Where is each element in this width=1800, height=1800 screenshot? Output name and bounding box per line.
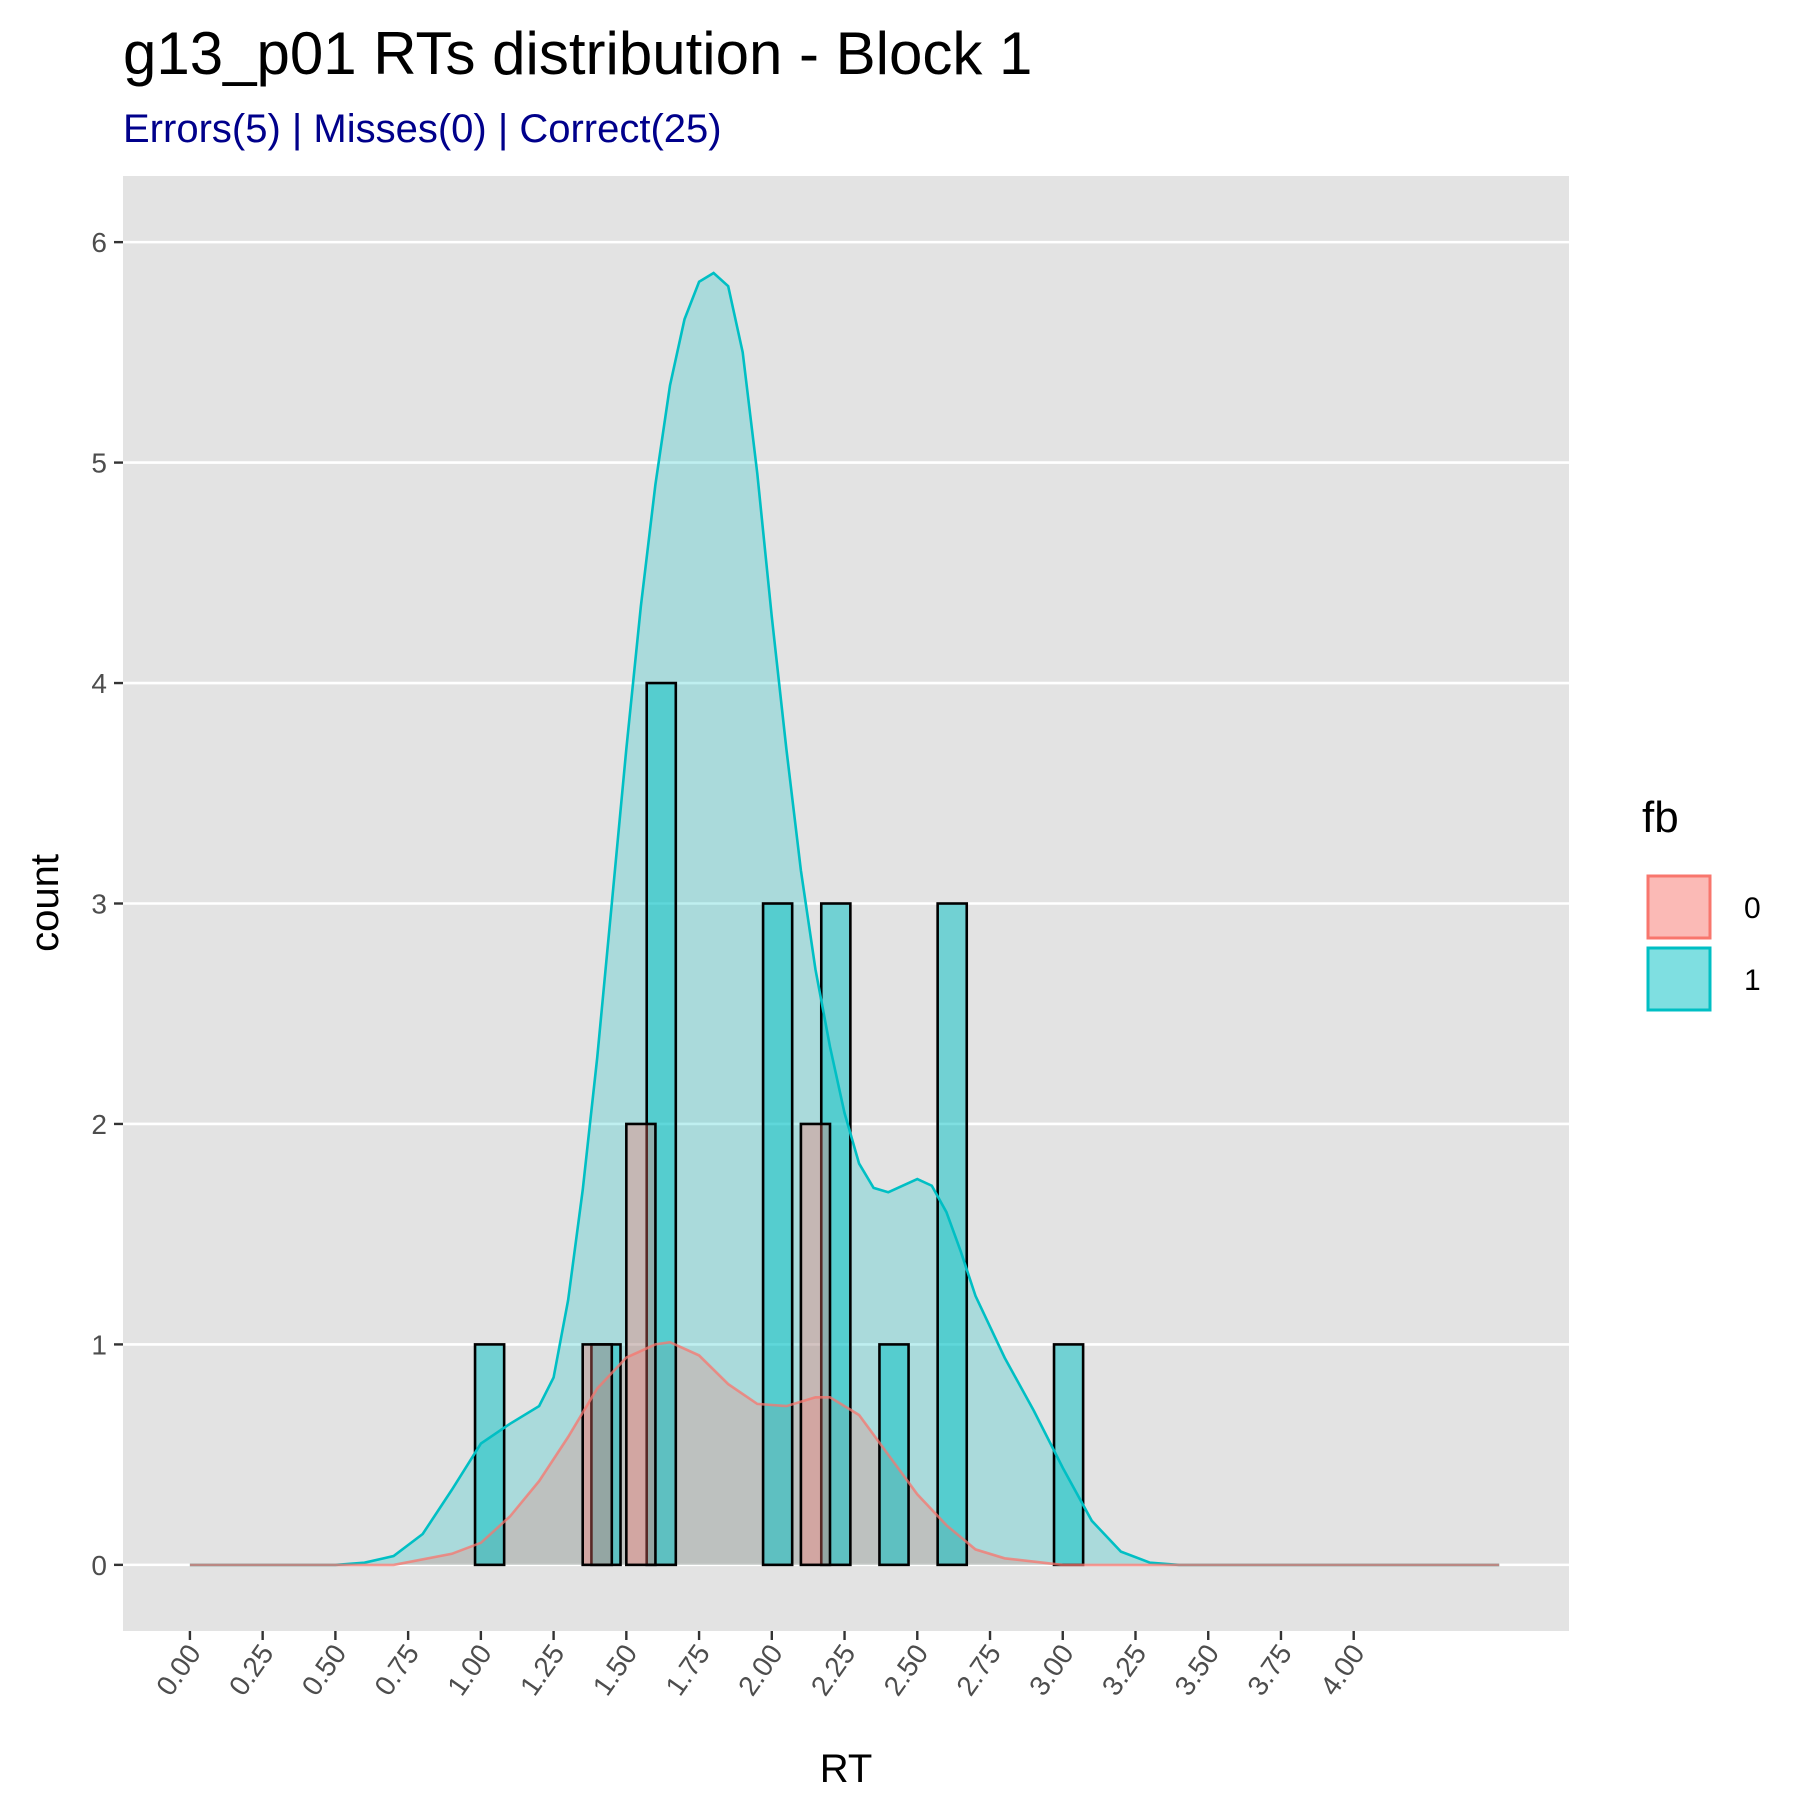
- density-lines: [189, 271, 1500, 1567]
- bar-fb1-7: [1052, 1343, 1085, 1567]
- bar-fb1-0: [473, 1343, 506, 1567]
- x-tick-label-12: 3.00: [1023, 1639, 1080, 1701]
- x-tick-label-2: 0.50: [296, 1639, 353, 1701]
- bar-fb0-0: [581, 1343, 614, 1567]
- legend-title: fb: [1642, 793, 1679, 842]
- x-axis: 0.00 0.25 0.50 0.75 1.00 1.25 1.50 1.75 2.00 2.25…: [150, 1631, 1371, 1701]
- x-tick-label-10: 2.50: [878, 1639, 935, 1701]
- bar-fb1-6: [936, 902, 969, 1567]
- y-tick-label-5: 5: [91, 448, 107, 479]
- y-tick-label-4: 4: [91, 668, 107, 699]
- bar-fb1-4: [819, 902, 852, 1567]
- bar-fb1-5: [878, 1343, 910, 1567]
- y-axis: 0 1 2 3 4 5 6: [91, 227, 123, 1581]
- y-tick-label-1: 1: [91, 1329, 107, 1360]
- x-tick-label-16: 4.00: [1314, 1639, 1371, 1701]
- legend: fb 01: [1642, 793, 1761, 1012]
- y-tick-label-0: 0: [91, 1550, 107, 1581]
- legend-key-0: [1646, 874, 1712, 940]
- x-tick-label-5: 1.25: [514, 1639, 571, 1701]
- x-tick-label-0: 0.00: [150, 1639, 207, 1701]
- x-tick-label-14: 3.50: [1168, 1639, 1225, 1701]
- chart-title: g13_p01 RTs distribution - Block 1: [123, 20, 1032, 87]
- x-tick-label-8: 2.00: [732, 1639, 789, 1701]
- y-tick-label-3: 3: [91, 889, 107, 920]
- bar-fb0-2: [799, 1122, 832, 1567]
- chart-subtitle: Errors(5) | Misses(0) | Correct(25): [123, 107, 722, 151]
- legend-entries: 01: [1646, 874, 1761, 1012]
- y-tick-label-6: 6: [91, 227, 107, 258]
- histogram-bars: [473, 681, 1085, 1567]
- x-tick-label-15: 3.75: [1241, 1639, 1298, 1701]
- bar-fb0-1: [625, 1122, 657, 1567]
- legend-key-1: [1646, 946, 1712, 1012]
- legend-label-1: 1: [1744, 964, 1761, 997]
- x-tick-label-4: 1.00: [441, 1639, 498, 1701]
- x-tick-label-1: 0.25: [223, 1639, 280, 1701]
- y-axis-title: count: [23, 854, 67, 952]
- x-tick-label-3: 0.75: [368, 1639, 425, 1701]
- x-tick-label-6: 1.50: [587, 1639, 644, 1701]
- y-tick-label-2: 2: [91, 1109, 107, 1140]
- x-tick-label-11: 2.75: [950, 1639, 1007, 1701]
- x-tick-label-7: 1.75: [659, 1639, 716, 1701]
- bar-fb1-1: [590, 1343, 622, 1567]
- legend-label-0: 0: [1744, 892, 1761, 925]
- x-tick-label-13: 3.25: [1096, 1639, 1153, 1701]
- density-line-fb0: [189, 1340, 1500, 1567]
- density-line-fb1: [189, 271, 1500, 1567]
- x-tick-label-9: 2.25: [805, 1639, 862, 1701]
- x-axis-title: RT: [820, 1747, 873, 1791]
- bar-fb1-3: [761, 902, 794, 1567]
